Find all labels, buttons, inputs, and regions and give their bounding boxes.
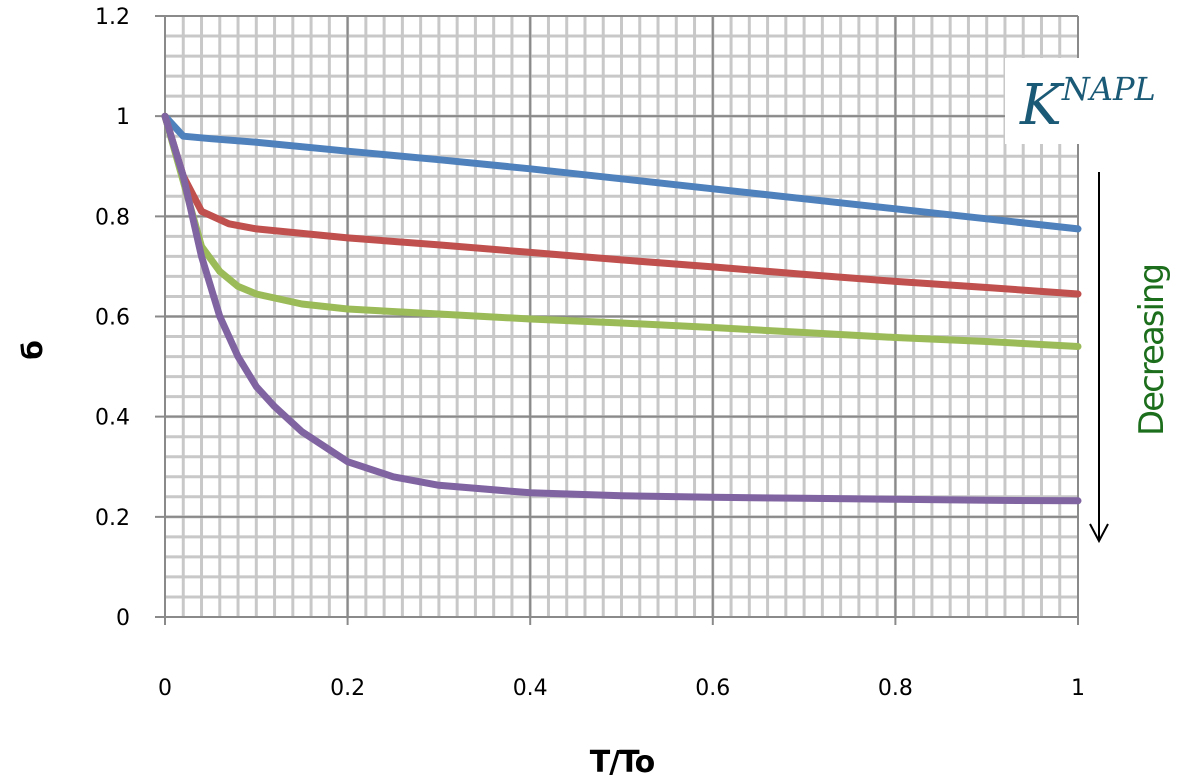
y-tick-label: 0.8	[95, 205, 130, 230]
knapl-superscript: NAPL	[1061, 70, 1156, 108]
series-line-3	[161, 112, 1082, 350]
x-tick-label: 1	[1071, 676, 1085, 701]
y-tick-label: 0	[116, 606, 130, 631]
series-line-1	[161, 112, 1082, 233]
x-tick-label: 0.8	[878, 676, 913, 701]
x-tick-label: 0.4	[513, 676, 548, 701]
x-tick-label: 0.2	[330, 676, 365, 701]
x-tick-label: 0.6	[695, 676, 730, 701]
y-tick-label: 0.4	[95, 406, 130, 431]
y-tick-label: 0.2	[95, 506, 130, 531]
decreasing-text: Decreasing	[1132, 265, 1172, 436]
series-layer	[161, 112, 1082, 505]
decreasing-background	[1120, 146, 1175, 456]
tick-labels: 0 0.2 0.4 0.6 0.8 1 0 0.2 0.4 0.6 0.8 1 1.2	[95, 5, 1085, 701]
y-tick-label: 0.6	[95, 306, 130, 331]
y-axis-title: б	[16, 340, 49, 360]
knapl-main: K	[1019, 73, 1065, 138]
y-tick-label: 1	[116, 105, 130, 130]
decreasing-arrow-head-icon	[1089, 523, 1109, 544]
series-line-4	[161, 112, 1082, 505]
x-axis-title: T/To	[590, 745, 655, 776]
x-tick-label: 0	[158, 676, 172, 701]
knapl-box	[1005, 58, 1177, 144]
series-line-2	[161, 112, 1082, 298]
y-tick-label: 1.2	[95, 5, 130, 30]
decreasing-annotation: Decreasing	[1089, 146, 1175, 544]
knapl-label: KNAPL	[1019, 70, 1156, 138]
major-gridlines	[155, 15, 1079, 625]
